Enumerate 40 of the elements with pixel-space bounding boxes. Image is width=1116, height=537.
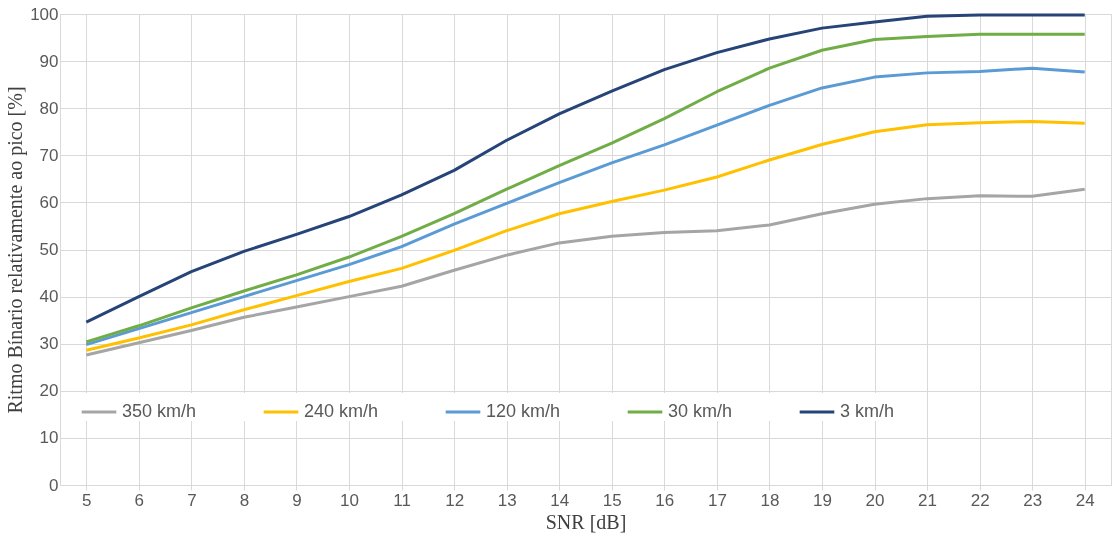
x-tick-label: 13 — [497, 490, 517, 510]
x-tick-label: 16 — [655, 490, 675, 510]
x-tick-label: 17 — [707, 490, 727, 510]
x-tick-label: 8 — [239, 490, 250, 510]
y-tick-label: 70 — [39, 145, 59, 165]
y-tick-label: 40 — [39, 287, 59, 307]
y-tick-label: 50 — [39, 240, 59, 259]
y-tick-label: 60 — [39, 192, 59, 212]
x-tick-label: 18 — [760, 490, 780, 510]
y-tick-label: 90 — [39, 51, 59, 71]
x-axis-title: SNR [dB] — [545, 510, 627, 533]
x-tick-label: 12 — [445, 490, 465, 510]
y-tick-label: 100 — [30, 4, 59, 24]
x-tick-label: 15 — [602, 490, 622, 510]
legend-label: 240 km/h — [304, 401, 379, 421]
y-tick-label: 10 — [39, 428, 59, 448]
legend-label: 30 km/h — [668, 401, 733, 421]
x-tick-label: 6 — [134, 490, 145, 510]
x-tick-label: 5 — [82, 490, 92, 510]
x-tick-label: 14 — [550, 490, 570, 510]
x-tick-label: 19 — [813, 490, 832, 510]
y-tick-label: 30 — [39, 334, 59, 354]
x-tick-label: 20 — [865, 490, 885, 510]
x-tick-label: 10 — [340, 490, 359, 510]
x-tick-label: 21 — [918, 490, 938, 510]
y-tick-label: 20 — [39, 381, 59, 401]
y-tick-label: 80 — [39, 98, 59, 118]
x-tick-label: 24 — [1075, 490, 1095, 510]
y-axis-title: Ritmo Bínario relativamente ao pico [%] — [4, 86, 28, 414]
x-tick-label: 11 — [393, 490, 411, 510]
x-tick-label: 22 — [970, 490, 990, 510]
x-tick-label: 23 — [1023, 490, 1043, 510]
y-tick-label: 0 — [49, 475, 59, 495]
x-tick-label: 7 — [187, 490, 197, 510]
line-series — [84, 187, 1087, 357]
x-tick-label: 9 — [292, 490, 302, 510]
legend-label: 3 km/h — [840, 401, 895, 421]
legend-label: 120 km/h — [486, 401, 561, 421]
line-series — [84, 119, 1087, 352]
legend-label: 350 km/h — [122, 401, 197, 421]
